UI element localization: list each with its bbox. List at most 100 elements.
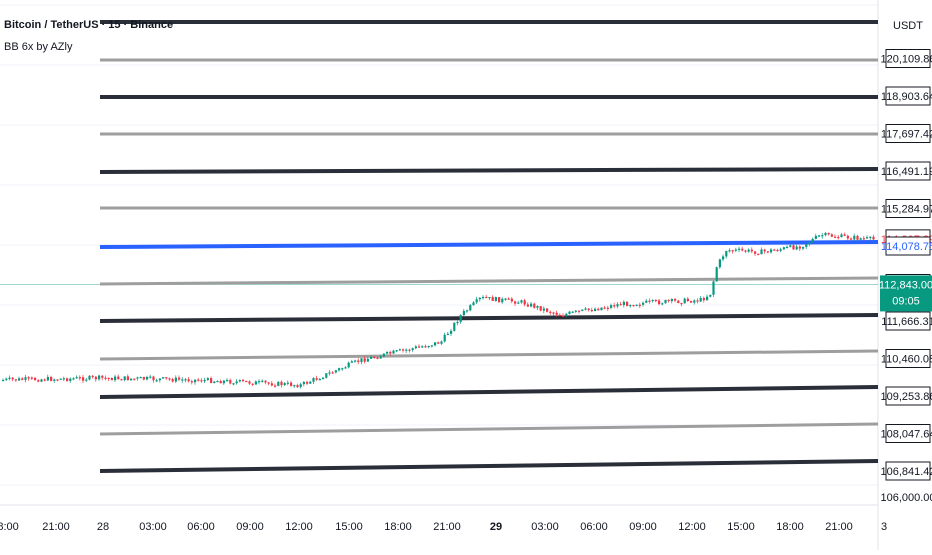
candle (837, 236, 840, 239)
price-axis[interactable]: USDT 120,109.86 118,903.64 117,697.42 116,49… (879, 20, 932, 504)
candle (366, 358, 369, 362)
candle (472, 302, 475, 306)
candle (370, 356, 373, 359)
candle (718, 259, 721, 268)
candle (2, 379, 5, 382)
candle (408, 349, 411, 351)
candle (293, 385, 296, 387)
candle (539, 306, 542, 311)
candle (110, 377, 113, 381)
time-label: 03:00 (531, 521, 559, 533)
band-line-11 (99, 422, 879, 436)
current-price-value: 112,843.00 (879, 279, 932, 291)
candle (98, 375, 101, 380)
time-label: 18:00 (384, 521, 412, 533)
indicator-label[interactable]: BB 6x by AZly (4, 41, 73, 53)
candle (78, 377, 81, 379)
candle (395, 350, 398, 352)
candle (402, 349, 405, 351)
time-label: 21:00 (433, 521, 461, 533)
price-label: 111,666.31 (881, 316, 932, 328)
candle (840, 234, 843, 238)
candle (312, 378, 315, 382)
candle (286, 382, 289, 384)
candle (846, 235, 849, 239)
candle (190, 381, 193, 383)
candle (334, 370, 337, 373)
candle (251, 383, 254, 385)
candle (267, 382, 270, 384)
candle (24, 377, 27, 380)
time-label: 15:00 (335, 521, 363, 533)
price-label: 108,047.64 (880, 429, 932, 441)
candle (581, 309, 584, 311)
candle (181, 379, 184, 381)
candle (738, 248, 741, 250)
time-axis[interactable]: 18:00 21:00 28 03:00 06:00 09:00 12:00 15:00 18:… (0, 521, 887, 533)
candle (770, 249, 773, 253)
candle (11, 377, 14, 380)
candle (866, 237, 869, 239)
candle (376, 357, 379, 359)
basis-line (99, 240, 879, 249)
candle (242, 379, 245, 382)
price-label: 120,109.86 (880, 54, 932, 66)
candle (91, 375, 94, 378)
candle (533, 303, 536, 308)
candle (456, 321, 459, 324)
candle (104, 377, 107, 379)
band-line-9 (99, 349, 879, 361)
candle (350, 361, 353, 363)
candle (379, 356, 382, 359)
price-label-box (885, 349, 931, 369)
candle (715, 267, 718, 282)
candle (59, 378, 62, 380)
candle (62, 378, 65, 380)
candle (805, 244, 808, 247)
candle (347, 362, 350, 368)
candle (430, 345, 433, 347)
candle (152, 376, 155, 381)
candle (510, 298, 513, 302)
candle (584, 308, 587, 310)
price-label: 110,460.08 (881, 354, 932, 366)
candle (306, 381, 309, 384)
candle (843, 234, 846, 236)
candle (440, 341, 443, 344)
price-label-box (885, 311, 931, 331)
price-label-box (885, 86, 931, 106)
time-label: 06:00 (580, 521, 608, 533)
candle (226, 379, 229, 382)
time-label-day: 29 (490, 521, 502, 533)
candle (101, 375, 104, 378)
candle (219, 380, 222, 384)
candle (414, 346, 417, 349)
candle (437, 342, 440, 344)
candle (139, 376, 142, 379)
candle (808, 242, 811, 245)
candle (328, 372, 331, 374)
candle (360, 358, 363, 363)
candle (421, 346, 424, 348)
candle (654, 299, 657, 302)
candle (200, 380, 203, 382)
candle (766, 251, 769, 253)
candle (453, 322, 456, 331)
candle (622, 301, 625, 306)
candle (155, 380, 158, 382)
candle (34, 377, 37, 381)
candle (814, 235, 817, 239)
candle (72, 378, 75, 380)
symbol-title[interactable]: Bitcoin / TetherUS · 15 · Binance (4, 19, 174, 31)
candle (651, 299, 654, 302)
candle (405, 349, 408, 351)
candle (280, 381, 283, 386)
candle (114, 376, 117, 381)
candle (411, 348, 414, 350)
candle (542, 308, 545, 311)
band-line-5 (99, 167, 879, 174)
candle (392, 350, 395, 354)
candle (5, 378, 8, 380)
